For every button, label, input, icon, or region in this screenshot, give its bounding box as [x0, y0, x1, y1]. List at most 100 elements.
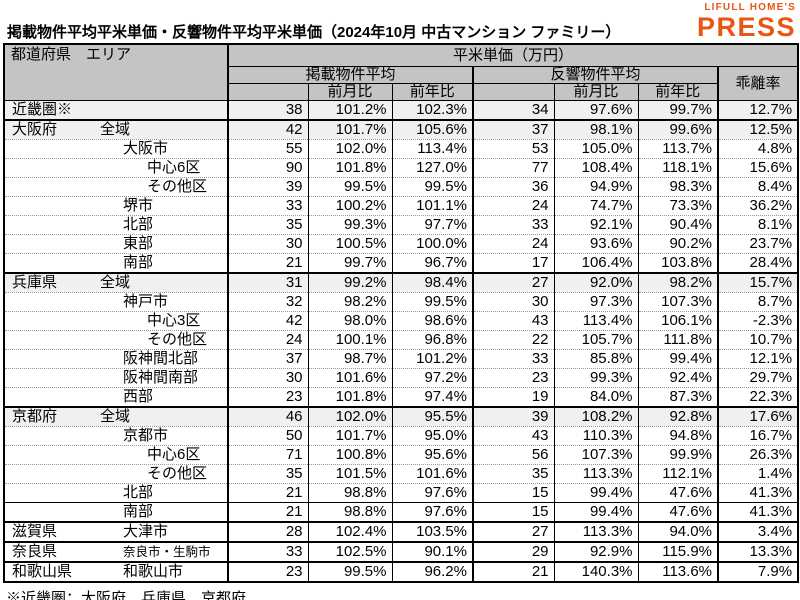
prefecture-label: 兵庫県: [12, 273, 58, 291]
listed-value-empty-header: [227, 83, 309, 101]
listed-avg-cell: 42: [227, 118, 308, 140]
area-label: 奈良市・生駒市: [123, 544, 211, 559]
divergence-rate-cell: 15.6%: [716, 157, 799, 178]
table-row: その他区 24 100.1% 96.8% 22 105.7% 111.8% 10.7%: [4, 329, 799, 350]
response-yoy-cell: 111.8%: [637, 329, 718, 350]
divergence-rate-cell: 12.7%: [716, 99, 799, 120]
table-header: 都道府県 エリア 平米単価（万円） 掲載物件平均 反響物件平均 乖離率 前月比 …: [3, 43, 799, 101]
listed-yoy-cell: 103.5%: [391, 520, 473, 542]
listed-mom-cell: 99.7%: [307, 252, 392, 273]
region-area-cell: 和歌山県 和歌山市: [4, 560, 228, 582]
table-row: 阪神間北部 37 98.7% 101.2% 33 85.8% 99.4% 12.1%: [4, 348, 799, 369]
response-avg-cell: 19: [472, 386, 554, 407]
divergence-rate-cell: 41.3%: [716, 482, 799, 503]
listed-avg-cell: 32: [227, 291, 308, 312]
response-mom-cell: 85.8%: [553, 348, 638, 369]
region-area-cell: 東部: [4, 233, 228, 254]
listed-mom-cell: 102.0%: [307, 138, 392, 159]
area-label: 和歌山市: [123, 562, 184, 580]
region-area-cell: 京都市: [4, 425, 228, 446]
region-area-cell: 大阪府 全域: [4, 118, 228, 140]
listed-mom-cell: 100.1%: [307, 329, 392, 350]
listed-avg-cell: 23: [227, 560, 308, 582]
response-yoy-cell: 99.7%: [637, 99, 718, 120]
divergence-rate-cell: 23.7%: [716, 233, 799, 254]
listed-mom-cell: 102.5%: [307, 540, 392, 562]
region-area-cell: 阪神間南部: [4, 367, 228, 388]
prefecture-label: 奈良県: [12, 542, 58, 560]
response-mom-cell: 92.9%: [553, 540, 638, 562]
region-area-cell: 西部: [4, 386, 228, 407]
table-row: 滋賀県 大津市 28 102.4% 103.5% 27 113.3% 94.0% 3.4%: [4, 520, 799, 542]
listed-avg-cell: 21: [227, 252, 308, 273]
listed-yoy-cell: 98.6%: [391, 310, 473, 331]
response-yoy-cell: 99.9%: [637, 444, 718, 465]
response-mom-cell: 106.4%: [553, 252, 638, 273]
area-label: 全域: [100, 120, 131, 138]
listed-mom-cell: 98.2%: [307, 291, 392, 312]
table-row: 兵庫県 全域 31 99.2% 98.4% 27 92.0% 98.2% 15.7%: [4, 271, 799, 293]
listed-yoy-cell: 90.1%: [391, 540, 473, 562]
listed-avg-cell: 46: [227, 405, 308, 427]
divergence-rate-cell: 17.6%: [716, 405, 799, 427]
divergence-rate-header: 乖離率: [716, 66, 799, 101]
response-mom-cell: 105.7%: [553, 329, 638, 350]
area-label: 全域: [100, 407, 131, 425]
response-average-group-header: 反響物件平均: [472, 66, 719, 84]
response-yoy-cell: 99.6%: [637, 118, 718, 140]
response-avg-cell: 53: [472, 138, 554, 159]
listed-mom-cell: 101.8%: [307, 157, 392, 178]
listed-mom-cell: 99.3%: [307, 214, 392, 235]
listed-yoy-cell: 99.5%: [391, 176, 473, 197]
divergence-rate-cell: 3.4%: [716, 520, 799, 542]
table-row: 南部 21 99.7% 96.7% 17 106.4% 103.8% 28.4%: [4, 252, 799, 273]
listed-mom-cell: 99.5%: [307, 176, 392, 197]
listed-avg-cell: 35: [227, 463, 308, 484]
listed-avg-cell: 33: [227, 540, 308, 562]
response-value-empty-header: [472, 83, 555, 101]
response-avg-cell: 36: [472, 176, 554, 197]
response-mom-cell: 94.9%: [553, 176, 638, 197]
region-area-cell: 阪神間北部: [4, 348, 228, 369]
response-avg-cell: 35: [472, 463, 554, 484]
topbar: 掲載物件平均平米単価・反響物件平均平米単価（2024年10月 中古マンション フ…: [0, 0, 800, 43]
response-yoy-cell: 98.2%: [637, 271, 718, 293]
divergence-rate-cell: 4.8%: [716, 138, 799, 159]
response-yoy-cell: 94.0%: [637, 520, 718, 542]
logo-lifull-homes-text: LIFULL HOME'S: [704, 2, 796, 13]
response-avg-cell: 17: [472, 252, 554, 273]
response-avg-cell: 15: [472, 482, 554, 503]
divergence-rate-cell: 26.3%: [716, 444, 799, 465]
response-yoy-cell: 92.8%: [637, 405, 718, 427]
response-avg-cell: 24: [472, 195, 554, 216]
listed-yoy-cell: 99.5%: [391, 291, 473, 312]
area-label: 全域: [100, 273, 131, 291]
table-row: 中心6区 71 100.8% 95.6% 56 107.3% 99.9% 26.3%: [4, 444, 799, 465]
response-avg-cell: 34: [472, 99, 554, 120]
response-yoy-cell: 103.8%: [637, 252, 718, 273]
response-avg-cell: 33: [472, 348, 554, 369]
listed-yoy-cell: 101.1%: [391, 195, 473, 216]
response-yoy-cell: 90.2%: [637, 233, 718, 254]
response-mom-cell: 110.3%: [553, 425, 638, 446]
listed-mom-cell: 102.4%: [307, 520, 392, 542]
area-label: 阪神間北部: [123, 349, 199, 367]
listed-mom-cell: 98.0%: [307, 310, 392, 331]
area-label: 京都市: [123, 426, 169, 444]
table-row: 京都市 50 101.7% 95.0% 43 110.3% 94.8% 16.7%: [4, 425, 799, 446]
prefecture-label: 和歌山県: [12, 562, 73, 580]
region-area-cell: 神戸市: [4, 291, 228, 312]
response-yoy-cell: 92.4%: [637, 367, 718, 388]
table-row: その他区 39 99.5% 99.5% 36 94.9% 98.3% 8.4%: [4, 176, 799, 197]
response-avg-cell: 27: [472, 271, 554, 293]
price-per-sqm-table: 都道府県 エリア 平米単価（万円） 掲載物件平均 反響物件平均 乖離率 前月比 …: [3, 43, 800, 583]
divergence-rate-cell: 8.1%: [716, 214, 799, 235]
response-avg-cell: 22: [472, 329, 554, 350]
listed-yoy-cell: 105.6%: [391, 118, 473, 140]
divergence-rate-cell: 16.7%: [716, 425, 799, 446]
table-row: 堺市 33 100.2% 101.1% 24 74.7% 73.3% 36.2%: [4, 195, 799, 216]
listed-mom-cell: 101.5%: [307, 463, 392, 484]
response-avg-cell: 33: [472, 214, 554, 235]
listed-average-group-header: 掲載物件平均: [227, 66, 474, 84]
response-mom-cell: 99.3%: [553, 367, 638, 388]
